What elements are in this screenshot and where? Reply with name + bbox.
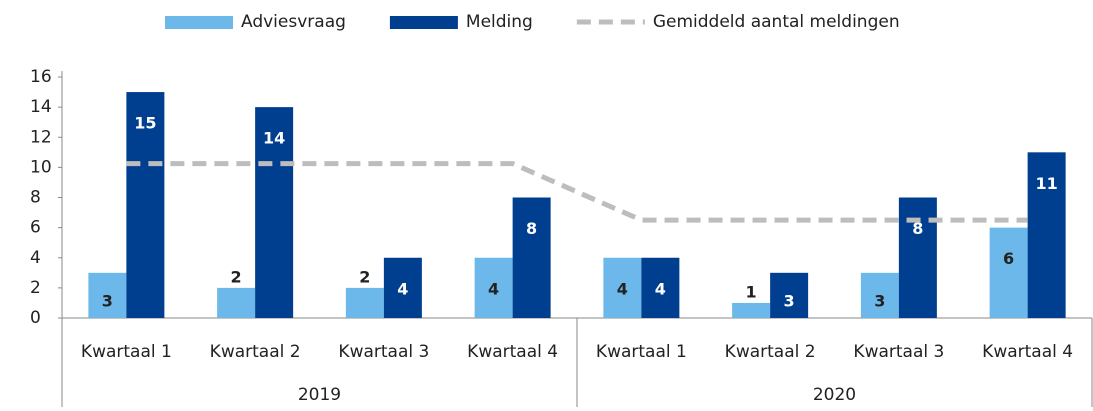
data-label: 8: [526, 219, 537, 238]
x-tick-label: Kwartaal 4: [982, 342, 1073, 362]
bar: [255, 107, 294, 318]
data-label: 15: [134, 114, 156, 133]
data-label: 4: [617, 279, 628, 298]
y-tick-label: 16: [30, 67, 52, 87]
data-label: 2: [231, 267, 242, 286]
bar: [88, 272, 127, 318]
x-tick-label: Kwartaal 3: [338, 342, 429, 362]
bar: [860, 272, 899, 318]
data-label: 11: [1035, 174, 1057, 193]
y-tick-label: 4: [30, 248, 41, 268]
x-tick-label: Kwartaal 2: [725, 342, 816, 362]
bar: [989, 227, 1028, 318]
y-tick-label: 2: [30, 278, 41, 298]
legend-swatch: [389, 16, 458, 29]
data-label: 2: [359, 267, 370, 286]
legend-label: Gemiddeld aantal meldingen: [653, 12, 900, 32]
data-label: 3: [874, 292, 885, 311]
data-label: 4: [397, 279, 408, 298]
x-tick-label: Kwartaal 2: [210, 342, 301, 362]
bar: [732, 302, 771, 318]
x-tick-label: Kwartaal 1: [596, 342, 687, 362]
data-label: 3: [784, 292, 795, 311]
bar: [770, 272, 809, 318]
y-tick-label: 6: [30, 218, 41, 238]
group-label: 2020: [813, 385, 856, 405]
data-label: 8: [912, 219, 923, 238]
y-tick-label: 10: [30, 157, 52, 177]
bar: [603, 257, 642, 318]
data-label: 3: [102, 292, 113, 311]
data-label: 14: [263, 129, 285, 148]
data-label: 4: [488, 279, 499, 298]
data-label: 1: [746, 282, 757, 301]
bar: [383, 257, 422, 318]
group-label: 2019: [298, 385, 341, 405]
legend-label: Adviesvraag: [241, 12, 346, 32]
legend-swatch: [165, 16, 233, 29]
data-label: 4: [655, 279, 666, 298]
legend-label: Melding: [466, 12, 533, 32]
bar: [898, 197, 937, 318]
bar: [1027, 152, 1066, 318]
bar: [512, 197, 551, 318]
x-tick-label: Kwartaal 1: [81, 342, 172, 362]
bar: [474, 257, 513, 318]
y-tick-label: 14: [30, 97, 52, 117]
bar: [345, 287, 384, 318]
bar: [641, 257, 680, 318]
bar: [126, 92, 165, 318]
x-tick-label: Kwartaal 3: [853, 342, 944, 362]
y-tick-label: 0: [30, 308, 41, 328]
data-label: 6: [1003, 249, 1014, 268]
y-tick-label: 8: [30, 188, 41, 208]
x-tick-label: Kwartaal 4: [467, 342, 558, 362]
bar: [217, 287, 256, 318]
y-tick-label: 12: [30, 127, 52, 147]
